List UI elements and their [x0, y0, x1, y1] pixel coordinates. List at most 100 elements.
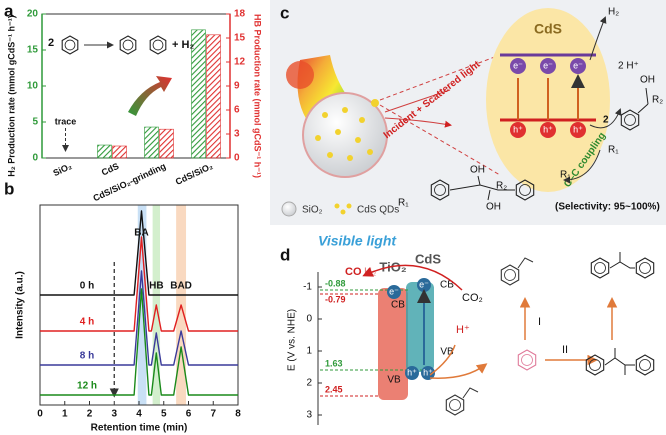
- panel-label: c: [280, 3, 289, 22]
- hplus-label: H⁺: [456, 324, 470, 336]
- peak-label: BA: [134, 228, 148, 239]
- bond: [449, 175, 515, 201]
- ring-bond: [521, 354, 533, 366]
- hole: [510, 122, 526, 138]
- vb-label: VB: [440, 347, 454, 358]
- oh-label: OH: [640, 75, 655, 86]
- bar: [159, 128, 174, 159]
- co-label: CO: [345, 266, 362, 278]
- benzene-ring: [585, 354, 605, 376]
- peak-label: HB: [149, 281, 163, 292]
- panel-label: b: [4, 179, 14, 198]
- h2-label: H₂: [608, 7, 619, 18]
- electron-label: e⁻: [573, 60, 583, 70]
- cb-label: CB: [391, 300, 405, 311]
- x-tick-label: 3: [111, 409, 117, 420]
- qd: [327, 152, 333, 158]
- cds-label: CdS: [415, 251, 441, 266]
- qd-dots: [315, 99, 379, 161]
- hole: [540, 122, 556, 138]
- electron: [540, 58, 556, 74]
- benzene-ring: [590, 257, 610, 279]
- oh-label: OH: [486, 202, 501, 213]
- ring-bond: [64, 39, 76, 51]
- hole-label: h⁺: [573, 124, 583, 134]
- x-tick-label: 4: [136, 409, 142, 420]
- electron-label: e⁻: [513, 60, 523, 70]
- y2-tick-label: 6: [234, 105, 240, 116]
- energy-ticks: -1 0 1 2 3: [303, 282, 322, 421]
- ring-bond: [519, 184, 531, 196]
- electron: [417, 278, 431, 292]
- annotation: 2: [48, 37, 54, 49]
- cds-band: [406, 282, 434, 372]
- r1-label: R₁: [560, 170, 571, 181]
- bond: [604, 348, 635, 375]
- peak-label: BAD: [170, 281, 192, 292]
- tick-label: 1: [306, 346, 312, 357]
- qd: [371, 99, 379, 107]
- x-tick-label: SiO₂: [51, 161, 73, 178]
- benzene-ring: [635, 257, 655, 279]
- reactant-count: 2: [603, 115, 609, 126]
- ring-bond: [589, 359, 601, 371]
- y2-tick-label: 12: [234, 57, 246, 68]
- qd: [322, 112, 328, 118]
- series-label: 0 h: [80, 281, 94, 292]
- benzene-ring: [500, 264, 520, 286]
- r1-label: R₁: [608, 145, 619, 156]
- hole-label: h⁺: [543, 124, 553, 134]
- x-axis-label: Retention time (min): [91, 423, 188, 434]
- bond: [609, 252, 635, 269]
- annotation: + H₂: [172, 39, 194, 51]
- h2-arrow: [589, 16, 607, 61]
- ring-bond: [594, 262, 606, 274]
- tick-label: 2: [306, 378, 312, 389]
- qd: [315, 135, 321, 141]
- panel-label: d: [280, 245, 290, 264]
- series-label: 4 h: [80, 317, 94, 328]
- bar: [112, 145, 127, 159]
- tick-label: 3: [306, 410, 312, 421]
- y2-axis-label: HB Production rate (mmol gCdS⁻¹ h⁻¹): [253, 14, 263, 178]
- tio2-level: [320, 293, 380, 397]
- y-tick-label: 5: [32, 117, 38, 128]
- benzene-ring: [149, 35, 167, 55]
- cds-label: CdS: [534, 21, 562, 37]
- x-tick-label: 8: [235, 409, 241, 420]
- ring-bond: [624, 114, 636, 126]
- tick-marks: [318, 286, 322, 416]
- hole-label: h⁺: [407, 367, 417, 377]
- x-tick-label: CdS: [100, 161, 121, 178]
- y-axis-label: H₂ Production rate (mmol gCdS⁻¹ h⁻¹): [6, 15, 16, 177]
- ring-bond: [639, 359, 651, 371]
- legend-label: SiO₂: [302, 205, 323, 216]
- panel-c: c Incident + Scattered light CdS e⁻ e⁻ e…: [270, 0, 666, 225]
- path-label: I: [538, 316, 541, 328]
- level-label: -0.79: [325, 294, 346, 304]
- level-label: 2.45: [325, 384, 343, 394]
- bond: [637, 87, 649, 114]
- legend-dot: [340, 209, 346, 215]
- chromatogram-line: [40, 210, 238, 296]
- selectivity-label: (Selectivity: 95~100%): [555, 202, 660, 213]
- protons-label: 2 H⁺: [618, 61, 639, 72]
- bar: [206, 34, 221, 159]
- benzene-ring: [61, 35, 79, 55]
- ring-bond: [639, 262, 651, 274]
- panel-label: a: [4, 1, 14, 20]
- coupling-arrow: [563, 149, 601, 184]
- legend-dot: [334, 203, 340, 209]
- chromatogram-line: [40, 288, 238, 396]
- co2-label: CO₂: [462, 292, 483, 304]
- electron: [510, 58, 526, 74]
- hole: [421, 366, 435, 380]
- bar: [97, 144, 112, 159]
- ring-bond: [122, 39, 134, 51]
- light-arrow: [384, 89, 450, 125]
- hole: [570, 122, 586, 138]
- qd: [342, 107, 348, 113]
- y2-tick-label: 15: [234, 33, 246, 44]
- ring-bond: [434, 184, 446, 196]
